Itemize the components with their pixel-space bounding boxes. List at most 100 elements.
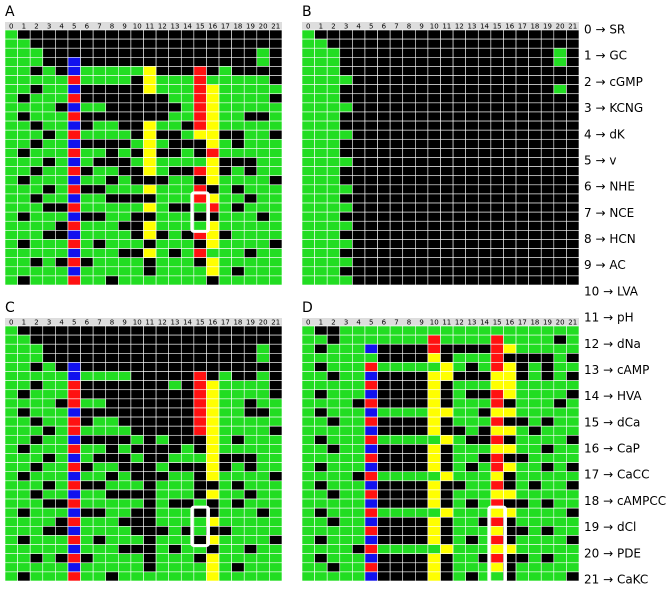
cell <box>42 480 56 491</box>
cell <box>193 562 207 573</box>
cell <box>540 266 555 277</box>
cell <box>314 325 328 336</box>
cell <box>55 507 69 518</box>
cell <box>155 498 169 509</box>
cell <box>218 343 232 354</box>
cell <box>231 29 245 40</box>
cell <box>168 166 182 177</box>
cell <box>301 571 315 582</box>
cell <box>465 353 479 363</box>
cell <box>553 325 567 336</box>
cell <box>218 380 232 391</box>
cell <box>218 535 232 545</box>
cell <box>105 380 119 391</box>
cell <box>118 462 132 473</box>
cell <box>105 507 119 518</box>
cell <box>477 380 492 391</box>
cell <box>118 166 132 177</box>
cell <box>206 157 220 167</box>
cell <box>42 266 56 277</box>
cell <box>42 102 56 113</box>
cell <box>55 239 69 249</box>
cell <box>105 334 119 345</box>
cell <box>17 471 31 482</box>
cell <box>256 453 270 463</box>
cell <box>415 239 429 249</box>
cell <box>29 93 44 104</box>
cell <box>55 148 69 158</box>
cell <box>67 380 81 391</box>
cell <box>339 462 353 473</box>
cell <box>130 202 144 213</box>
cell <box>553 353 567 363</box>
cell <box>17 462 31 473</box>
cell <box>231 516 245 527</box>
cell <box>352 257 366 268</box>
cell <box>155 325 169 336</box>
cell <box>465 138 479 149</box>
cell <box>440 353 454 363</box>
cell <box>155 571 169 582</box>
cell <box>67 553 81 564</box>
cell <box>4 480 18 491</box>
cell <box>17 453 31 463</box>
cell <box>553 220 567 231</box>
cell <box>29 29 44 40</box>
cell <box>180 102 195 113</box>
cell <box>452 362 466 372</box>
cell <box>477 325 492 336</box>
cell <box>80 138 94 149</box>
cell <box>301 334 315 345</box>
cell <box>17 148 31 158</box>
cell <box>415 38 429 49</box>
cell <box>118 138 132 149</box>
cell <box>540 498 555 509</box>
cell <box>29 471 44 482</box>
cell <box>80 507 94 518</box>
cell <box>143 544 157 554</box>
cell <box>515 489 529 500</box>
cell <box>314 507 328 518</box>
cell <box>566 111 580 122</box>
cell <box>17 175 31 186</box>
cell <box>206 471 220 482</box>
cell <box>553 184 567 195</box>
legend-label: 6 → NHE <box>584 180 635 194</box>
cell <box>155 516 169 527</box>
cell <box>377 480 391 491</box>
cell <box>218 138 232 149</box>
cell <box>218 102 232 113</box>
cell <box>465 184 479 195</box>
cell <box>92 334 107 345</box>
cell <box>301 129 315 140</box>
cell <box>42 553 56 564</box>
cell <box>130 453 144 463</box>
cell <box>553 239 567 249</box>
cell <box>352 516 366 527</box>
cell <box>256 553 270 564</box>
cell <box>105 471 119 482</box>
cell <box>143 93 157 104</box>
cell <box>415 220 429 231</box>
cell <box>29 398 44 409</box>
cell <box>314 544 328 554</box>
cell <box>477 138 492 149</box>
cell <box>339 334 353 345</box>
cell <box>55 489 69 500</box>
cell <box>42 211 56 222</box>
cell <box>243 380 258 391</box>
cell <box>528 498 542 509</box>
cell <box>143 571 157 582</box>
cell <box>553 553 567 564</box>
cell <box>389 453 404 463</box>
cell <box>326 562 341 573</box>
cell <box>231 120 245 131</box>
cell <box>269 562 283 573</box>
cell <box>364 138 378 149</box>
cell <box>67 248 81 258</box>
cell <box>17 157 31 167</box>
cell <box>231 211 245 222</box>
cell <box>130 389 144 400</box>
cell <box>180 389 195 400</box>
cell <box>415 266 429 277</box>
